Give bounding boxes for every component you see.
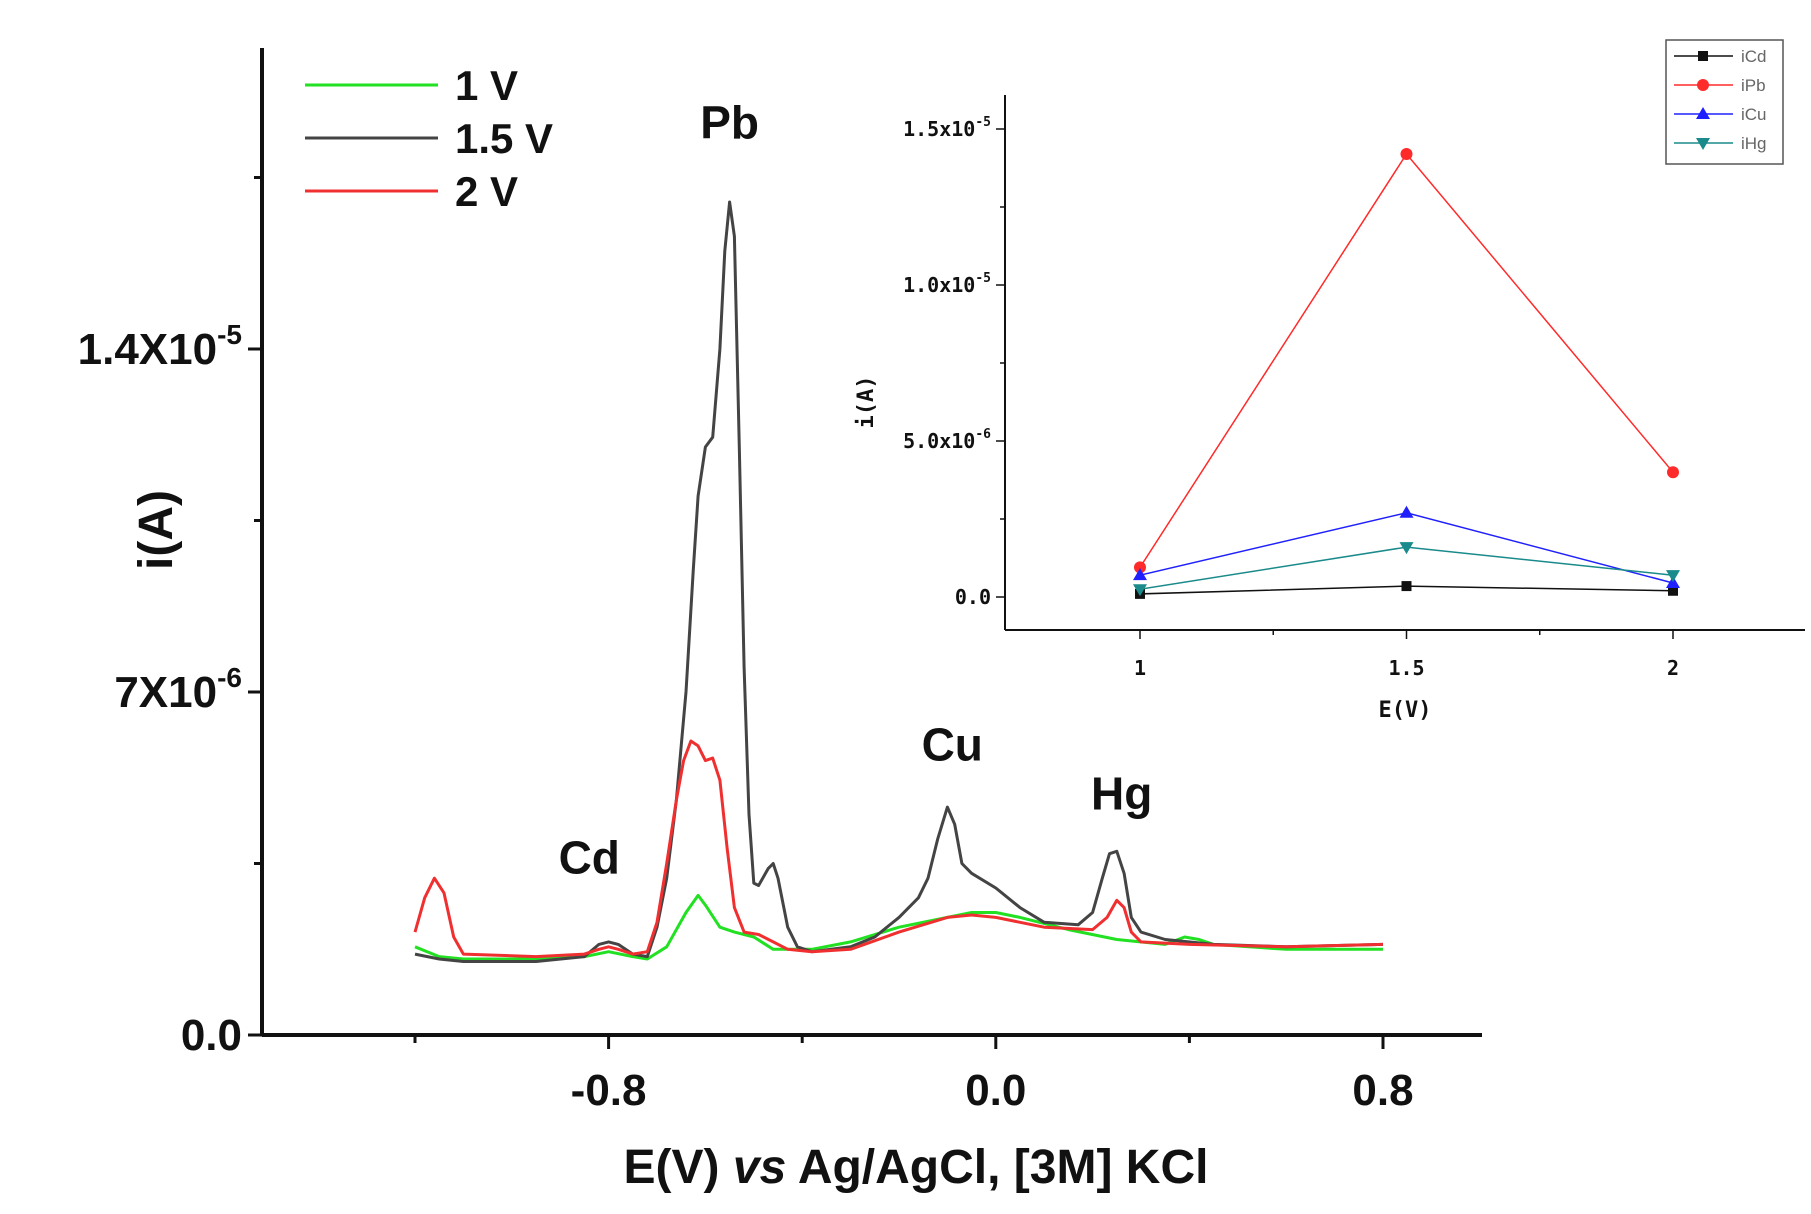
- y-axis-title: i(A): [130, 490, 183, 570]
- legend-label-1-5-v: 1.5 V: [455, 115, 553, 162]
- series-line-1-5-v: [414, 200, 1384, 963]
- inset-y-tick-label: 0.0: [955, 585, 991, 609]
- inset-point-icd: [1668, 585, 1678, 596]
- x-tick-label: 0.8: [1352, 1066, 1413, 1115]
- inset-legend-label-ipb: iPb: [1741, 76, 1766, 95]
- inset-x-axis-title: E(V): [1379, 698, 1432, 723]
- inset-legend-marker-icu: [1696, 107, 1710, 119]
- inset-y-tick-label: 5.0x10-6: [903, 427, 991, 453]
- inset-legend: iCd iPb iCu iHg: [1665, 39, 1784, 165]
- inset-y-tick-label-base: 5.0x10: [903, 429, 975, 453]
- x-tick-label: 0.0: [965, 1066, 1026, 1115]
- inset-axes: 0.05.0x10-61.0x10-51.5x10-51 1.5 2E(V)i(A): [854, 95, 1805, 723]
- y-tick-label: 0.0: [181, 1011, 242, 1060]
- x-axis-title-post: Ag/AgCl, [3M] KCl: [786, 1141, 1208, 1194]
- series-line-1-v: [414, 893, 1383, 961]
- x-axis-title-italic: vs: [733, 1141, 786, 1194]
- inset-point-ipb: [1667, 466, 1679, 479]
- peak-label-pb: Pb: [700, 96, 759, 148]
- inset-point-icu: [1399, 505, 1414, 518]
- y-tick-label: 7X10-6: [114, 662, 242, 717]
- peak-label-cd: Cd: [559, 831, 620, 883]
- inset-legend-marker-icd: [1698, 51, 1708, 61]
- inset-legend-marker-ipb: [1697, 79, 1709, 91]
- inset-series-line-ipb: [1139, 152, 1674, 568]
- inset-plot: 0.05.0x10-61.0x10-51.5x10-51 1.5 2E(V)i(A)…: [854, 39, 1805, 723]
- y-tick-label-base: 7X10: [114, 668, 217, 717]
- peak-label-hg: Hg: [1091, 768, 1152, 820]
- inset-legend-label-ihg: iHg: [1741, 134, 1767, 153]
- peak-label-cu: Cu: [922, 719, 983, 771]
- inset-point-ihg: [1666, 570, 1680, 583]
- inset-point-ihg: [1133, 584, 1147, 597]
- inset-y-tick-label-exponent: -6: [975, 427, 991, 442]
- inset-y-tick-label-base: 0.0: [955, 585, 991, 609]
- inset-y-tick-label-base: 1.5x10: [903, 117, 975, 141]
- inset-x-tick-label: 1: [1134, 656, 1146, 680]
- x-tick-label: -0.8: [571, 1066, 647, 1115]
- y-tick-label-exponent: -5: [217, 319, 242, 350]
- inset-point-ihg: [1399, 542, 1414, 555]
- inset-y-tick-label-base: 1.0x10: [903, 273, 975, 297]
- inset-series-group: [1133, 147, 1680, 599]
- inset-y-tick-label: 1.5x10-5: [903, 115, 991, 141]
- legend-label-2-v: 2 V: [455, 168, 518, 215]
- x-axis-title: E(V) vs Ag/AgCl, [3M] KCl: [624, 1141, 1209, 1194]
- inset-point-ipb: [1400, 147, 1413, 160]
- inset-y-axis-title: i(A): [854, 376, 879, 429]
- peak-annotations: Pb Cd Cu Hg: [559, 96, 1153, 883]
- inset-x-tick-label: 1.5: [1388, 656, 1424, 680]
- inset-x-tick-label: 2: [1667, 656, 1679, 680]
- main-series-group: [413, 200, 1384, 963]
- inset-y-tick-label: 1.0x10-5: [903, 271, 991, 297]
- inset-point-icd: [1401, 581, 1412, 592]
- series-line-2-v: [413, 739, 1384, 959]
- inset-legend-label-icd: iCd: [1741, 47, 1767, 66]
- legend-label-1-v: 1 V: [455, 62, 518, 109]
- inset-y-tick-label-exponent: -5: [975, 115, 991, 130]
- inset-y-tick-label-exponent: -5: [975, 271, 991, 286]
- inset-legend-marker-ihg: [1696, 138, 1710, 150]
- y-tick-label-base: 1.4X10: [78, 325, 217, 374]
- y-tick-label-base: 0.0: [181, 1011, 242, 1060]
- inset-legend-label-icu: iCu: [1741, 105, 1767, 124]
- inset-point-ipb: [1134, 561, 1146, 574]
- inset-point-icu: [1133, 568, 1147, 581]
- main-legend: 1 V 1.5 V 2 V: [305, 62, 553, 215]
- y-tick-label: 1.4X10-5: [78, 319, 242, 374]
- x-axis-title-pre: E(V): [624, 1141, 733, 1194]
- y-tick-label-exponent: -6: [217, 662, 242, 693]
